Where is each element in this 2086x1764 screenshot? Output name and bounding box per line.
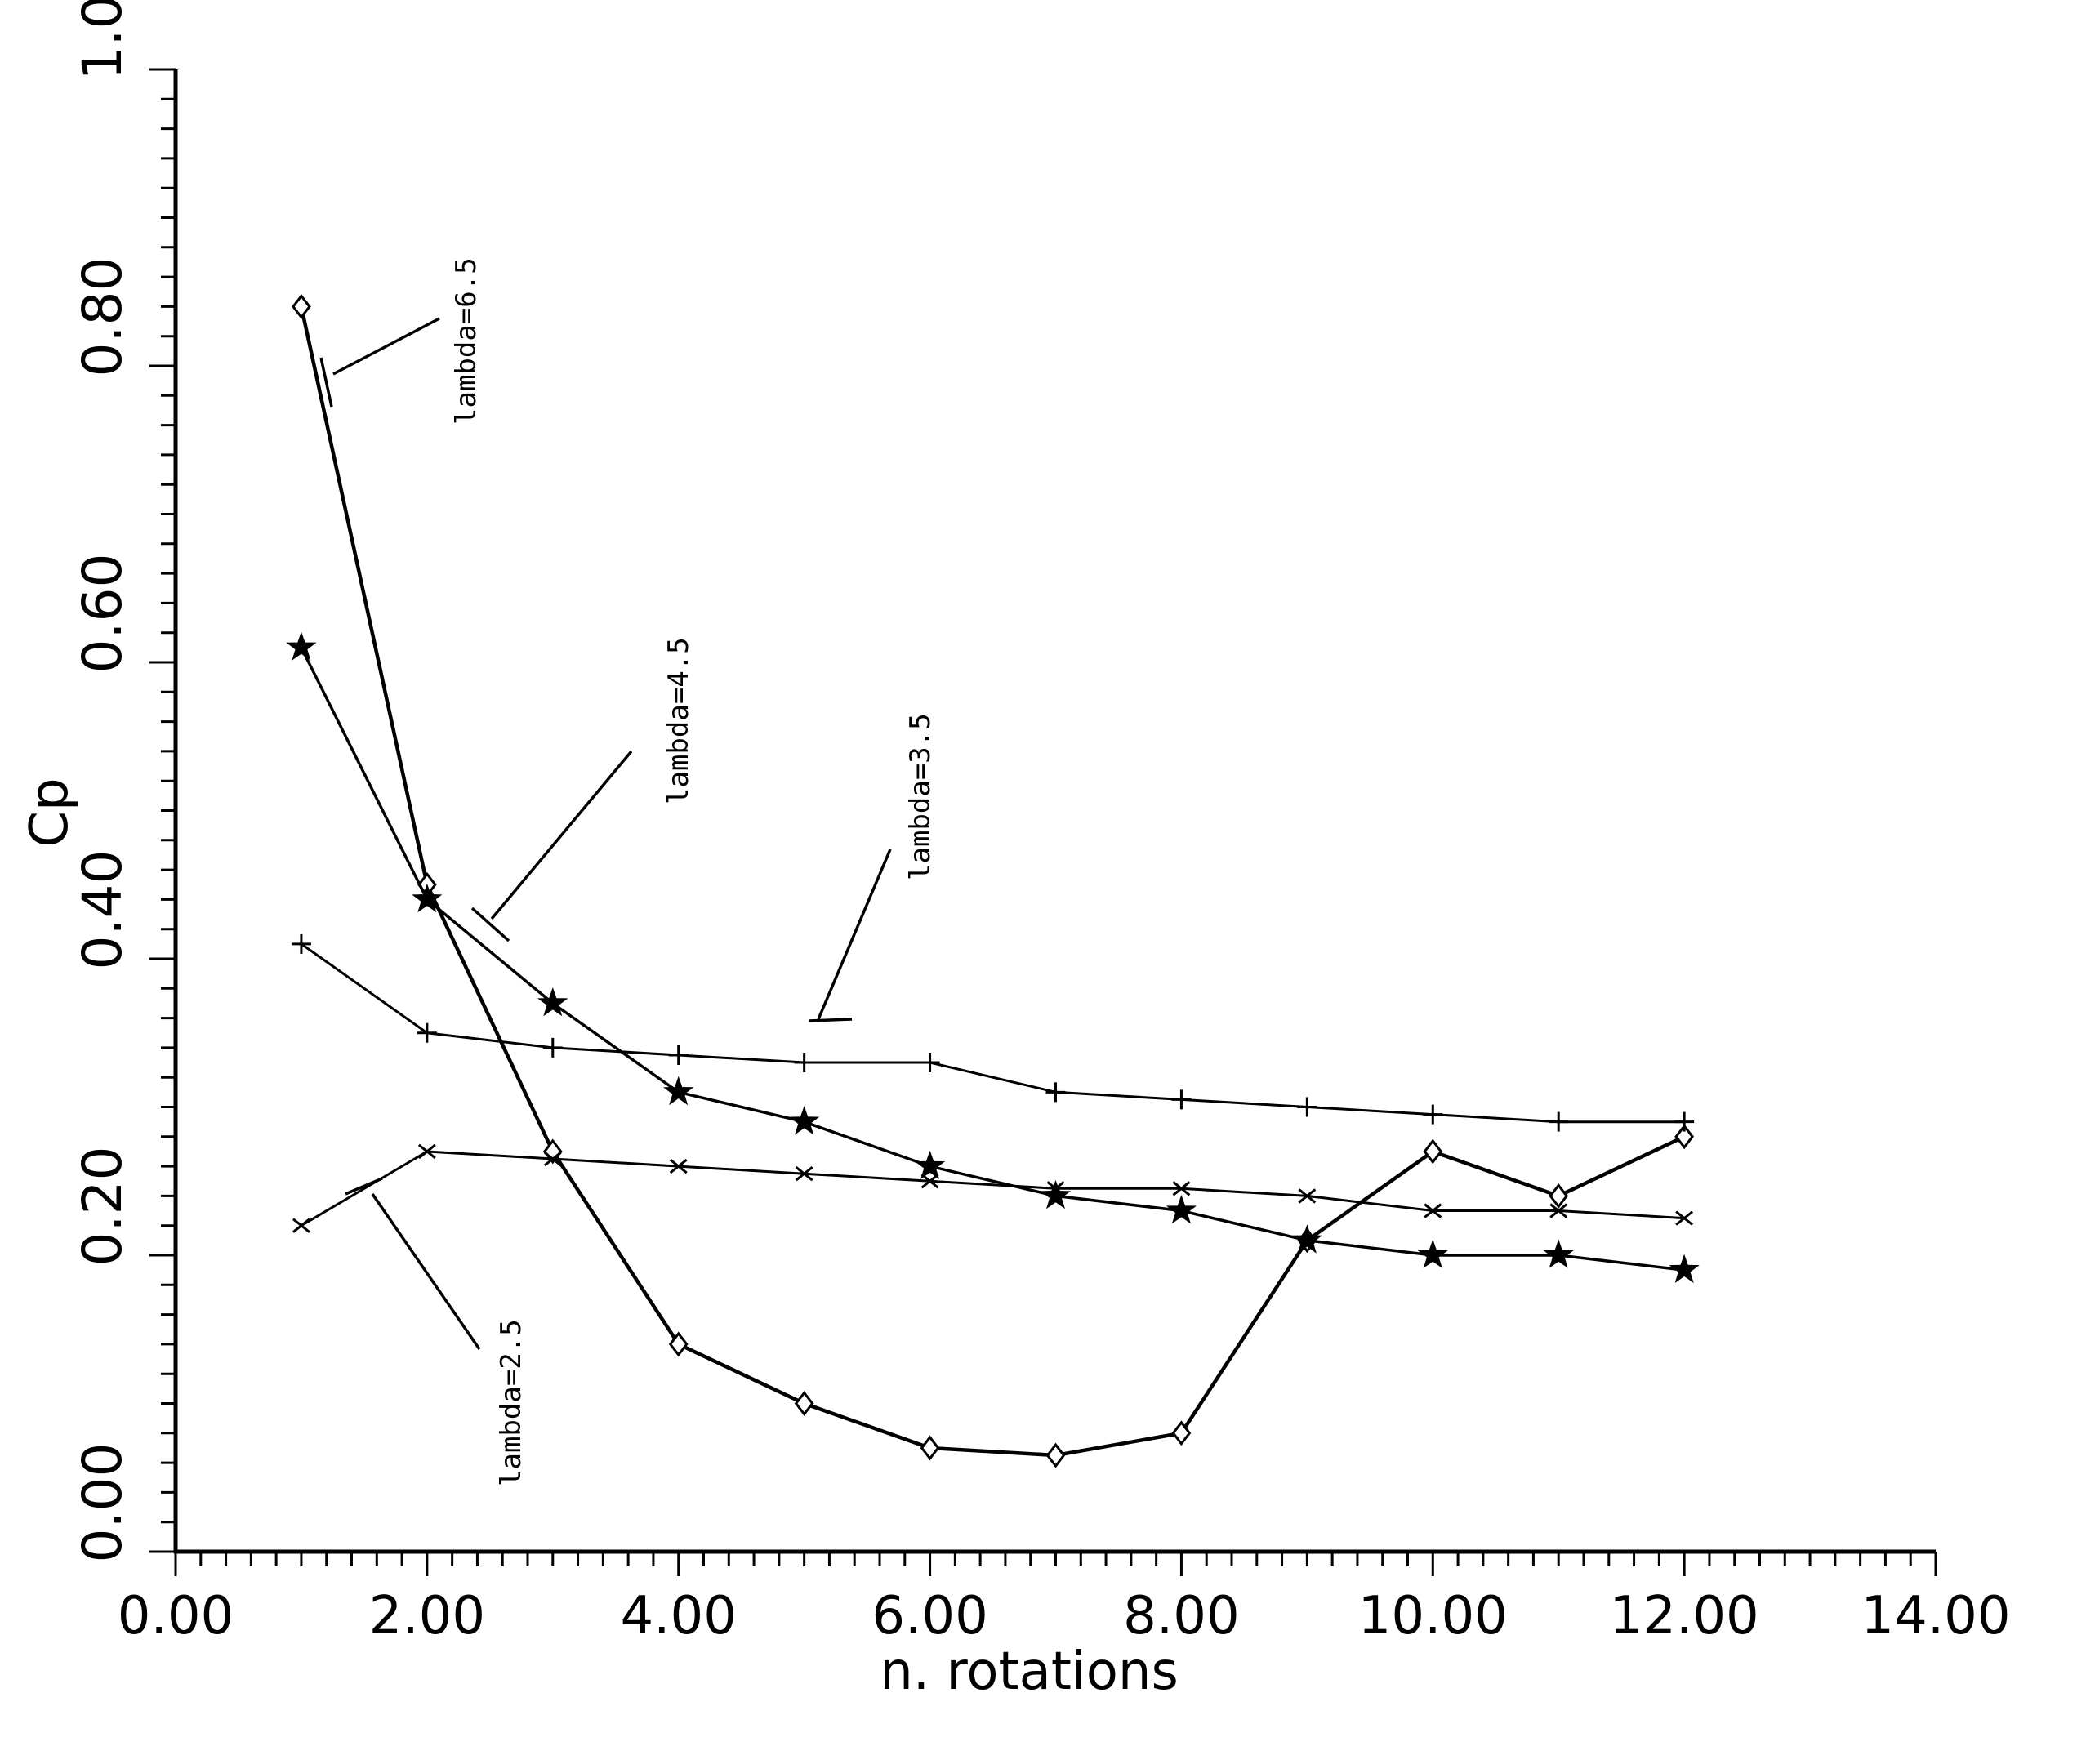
star-marker [1166,1194,1197,1224]
x-marker [1549,1203,1568,1218]
diamond-marker [292,293,311,319]
x-marker [417,1143,436,1160]
star-marker [1543,1239,1574,1268]
star-marker [1291,1224,1322,1254]
star-marker [663,1076,694,1106]
y-tick-label: 1.00 [71,0,134,80]
series-line [300,647,1685,1272]
plus-marker [291,933,311,954]
leader-tick [345,1177,383,1196]
star-marker [1417,1239,1448,1268]
diamond-marker [794,1391,814,1416]
series-plus [291,933,1695,1132]
annotation-label: lambda=4.5 [662,637,695,804]
leader-tick [319,357,333,408]
x-tick-label: 6.00 [871,1586,988,1646]
x-marker [543,1151,562,1167]
star-marker [412,883,443,913]
series-line [301,1150,1685,1227]
series-line [301,942,1685,1124]
x-marker [1424,1203,1442,1218]
plus-marker [1674,1111,1695,1132]
star-marker [789,1106,820,1135]
plus-marker [1045,1082,1066,1102]
x-marker [920,1174,939,1189]
x-tick-label: 2.00 [369,1586,486,1646]
x-marker [669,1158,688,1174]
y-axis-title: Cp [20,777,80,847]
ticks [149,68,1937,1576]
y-tick-label: 0.40 [71,850,134,970]
x-marker [292,1218,310,1233]
series-star [286,631,1700,1283]
x-marker [1675,1210,1694,1226]
plus-marker [1549,1111,1569,1132]
x-marker [795,1166,813,1182]
x-tick-label: 0.00 [118,1586,234,1646]
star-marker [914,1150,946,1179]
x-tick-label: 12.00 [1610,1586,1759,1646]
annotation: lambda=4.5 [470,637,695,942]
annotations: lambda=6.5 lambda=4.5 lambda=3.5 lambda=2.5 [319,257,937,1486]
x-tick-label: 8.00 [1123,1586,1240,1646]
plus-marker [542,1037,563,1058]
star-marker [286,631,317,661]
diamond-marker [1549,1183,1569,1209]
plus-marker [920,1053,940,1073]
star-marker [1040,1179,1072,1209]
y-tick-label: 0.80 [71,257,134,377]
plus-marker [1423,1104,1443,1125]
y-tick-label: 0.60 [71,554,134,674]
diamond-marker [668,1331,689,1357]
diamond-marker [1045,1442,1066,1468]
leader-line [332,317,440,376]
annotation: lambda=2.5 [345,1177,528,1486]
leader-tick [470,906,510,942]
x-axis-title: n. rotations [880,1642,1179,1702]
annotation-label: lambda=6.5 [450,257,483,425]
diamond-marker [920,1435,940,1461]
series-line [299,305,1686,1458]
tick-labels: 0.00 2.00 4.00 6.00 8.00 10.00 12.00 14.00 0.00 0… [71,0,2011,1646]
y-tick-label: 0.20 [71,1147,134,1267]
plus-marker [1171,1089,1192,1110]
diamond-marker [1674,1124,1695,1150]
annotation: lambda=6.5 [319,257,483,425]
plus-marker [794,1053,814,1073]
star-marker [537,987,568,1017]
series-diamond [292,293,1695,1468]
x-tick-label: 4.00 [620,1586,737,1646]
diamond-marker [1423,1138,1443,1165]
y-tick-label: 0.00 [71,1443,134,1563]
diamond-marker [1171,1420,1192,1446]
series-layer [286,293,1700,1468]
plus-marker [668,1045,689,1065]
x-marker [1046,1181,1065,1196]
x-tick-label: 10.00 [1358,1586,1508,1646]
leader-tick [808,1018,853,1022]
leader-line [490,750,633,920]
plus-marker [1297,1097,1317,1117]
x-marker [1172,1181,1191,1196]
series-x [292,1143,1694,1233]
annotation-label: lambda=3.5 [904,713,937,880]
plus-marker [417,1022,437,1043]
star-marker [1669,1254,1700,1283]
x-tick-label: 14.00 [1861,1586,2010,1646]
annotation: lambda=3.5 [808,713,937,1022]
leader-line [371,1193,481,1350]
x-marker [1298,1188,1317,1204]
leader-line [817,849,892,1020]
annotation-label: lambda=2.5 [495,1319,528,1486]
